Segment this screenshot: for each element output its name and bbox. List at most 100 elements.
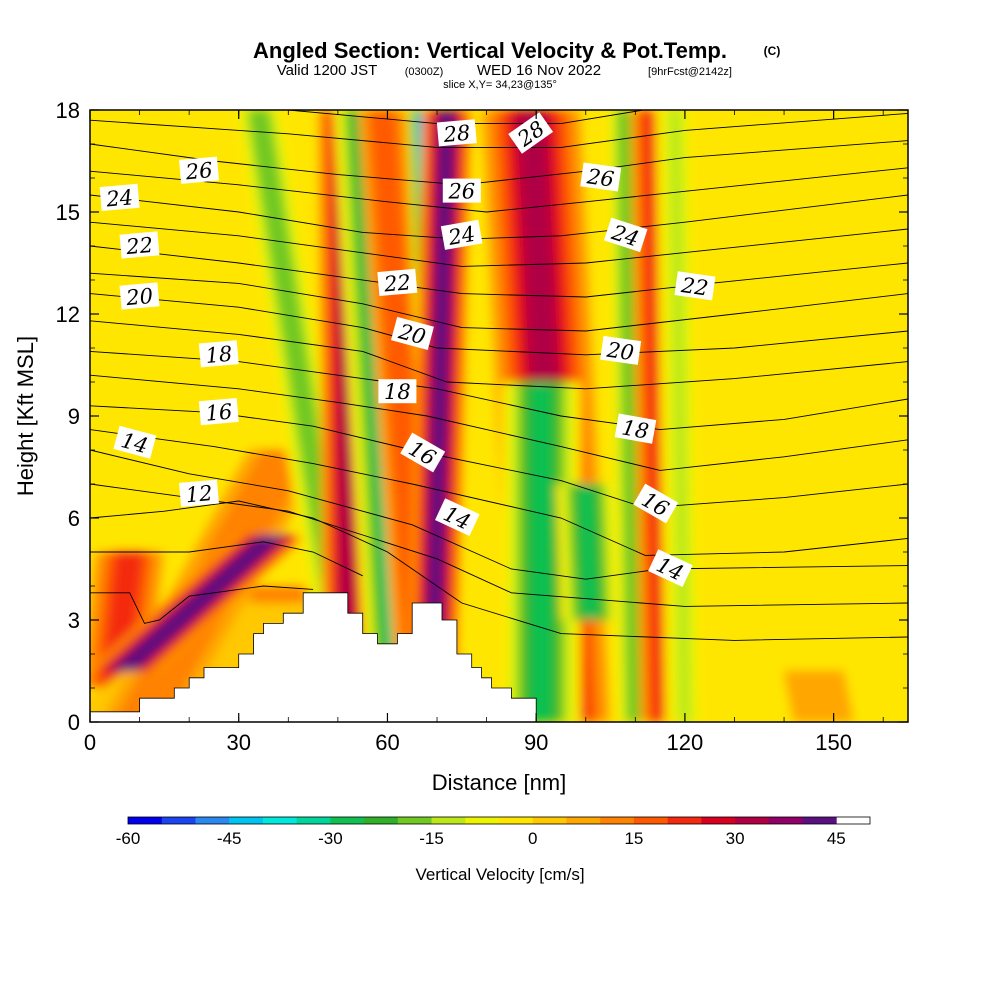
- contour-label-box: [179, 156, 219, 184]
- y-axis-label: Height [Kft MSL]: [13, 336, 38, 496]
- contour-label-box: [508, 112, 554, 154]
- contour-label: 26: [179, 156, 219, 184]
- contour-label: 22: [674, 271, 716, 301]
- contour-label-box: [436, 119, 477, 147]
- contour-label-box: [179, 479, 219, 507]
- theta-contour-line: [90, 112, 908, 148]
- x-tick-label: 60: [375, 730, 399, 755]
- y-axis: 0 3 6 9 12 15 18: [56, 98, 908, 735]
- theta-contour-line: [90, 167, 908, 213]
- velocity-cell: [407, 110, 472, 722]
- contour-label-text: 26: [447, 180, 475, 204]
- y-tick-label: 15: [56, 200, 80, 225]
- colorbar-swatch: [802, 817, 837, 824]
- contour-label-text: 28: [442, 121, 472, 147]
- terrain: [90, 592, 537, 722]
- velocity-band: [803, 671, 834, 722]
- contour-label-text: 18: [384, 380, 411, 404]
- theta-contour-line: [90, 272, 908, 332]
- colorbar-tick-label: 30: [726, 829, 745, 848]
- x-tick-label: 150: [815, 730, 852, 755]
- y-tick-label: 12: [56, 302, 80, 327]
- contour-label-box: [633, 483, 679, 524]
- contour-label: 28: [436, 119, 477, 147]
- y-tick-label: 3: [68, 608, 80, 633]
- colorbar-swatch: [161, 817, 196, 824]
- contour-label-box: [435, 498, 480, 536]
- colorbar-frame: [127, 816, 871, 825]
- contour-label-box: [442, 178, 481, 203]
- contour-label: 20: [600, 335, 642, 365]
- x-axis: 0 30 60 90 120 150: [84, 110, 884, 755]
- colorbar-swatch: [667, 817, 702, 824]
- chart-title-mark: (C): [764, 44, 781, 58]
- y-tick-label: 9: [68, 404, 80, 429]
- colorbar-tick-label: -45: [217, 829, 242, 848]
- colorbar-tick-label: -60: [116, 829, 141, 848]
- x-tick-label: 0: [84, 730, 96, 755]
- x-tick-label: 90: [524, 730, 548, 755]
- contour-label-box: [119, 231, 160, 259]
- contour-label: 24: [440, 219, 483, 250]
- contour-label-box: [377, 268, 418, 297]
- contour-label-text: 24: [104, 185, 134, 211]
- theta-contour-line: [90, 374, 908, 471]
- contour-label-box: [648, 549, 693, 587]
- contour-label-box: [198, 397, 239, 426]
- contour-label: 18: [198, 340, 239, 368]
- x-tick-label: 120: [667, 730, 704, 755]
- theta-contour-line: [90, 221, 908, 267]
- colorbar-swatch: [431, 817, 466, 824]
- colorbar-swatch: [229, 817, 264, 824]
- contour-label-box: [391, 316, 434, 350]
- contour-label-box: [674, 271, 716, 301]
- contour-label-box: [99, 183, 140, 212]
- velocity-cell: [556, 484, 621, 620]
- colorbar-swatch: [566, 817, 601, 824]
- chart-title-text: Angled Section: Vertical Velocity & Pot.…: [253, 38, 727, 63]
- colorbar-swatch: [633, 817, 669, 824]
- contour-label-box: [600, 335, 642, 365]
- contour-label: 20: [119, 282, 160, 310]
- contour-label-text: 26: [184, 158, 214, 184]
- contour-label: 22: [119, 231, 160, 259]
- contour-label-text: 12: [185, 481, 214, 507]
- contour-label: 22: [377, 268, 418, 297]
- colorbar-swatch: [735, 817, 770, 824]
- subtitle-date: WED 16 Nov 2022: [477, 62, 601, 79]
- contour-label-text: 18: [620, 415, 650, 443]
- velocity-cell: [90, 535, 309, 671]
- contour-label-text: 24: [446, 222, 477, 250]
- subtitle-utc: (0300Z): [405, 66, 444, 78]
- contour-label: 12: [179, 479, 219, 507]
- theta-contour-line: [283, 110, 647, 125]
- theta-contour-line: [90, 350, 908, 431]
- chart-title: Angled Section: Vertical Velocity & Pot.…: [253, 38, 780, 63]
- colorbar-tick-label: 45: [827, 829, 846, 848]
- colorbar-swatch: [128, 817, 163, 824]
- colorbar-tick-label: -15: [419, 829, 444, 848]
- theta-contour-line: [90, 585, 314, 624]
- contour-label-box: [614, 413, 657, 444]
- colorbar-tick-label: 15: [624, 829, 643, 848]
- contour-label-box: [198, 340, 239, 368]
- colorbar-swatch: [364, 817, 399, 824]
- x-axis-label: Distance [nm]: [432, 770, 567, 795]
- contour-label-box: [400, 432, 446, 473]
- contour-label-text: 26: [585, 164, 616, 192]
- y-tick-label: 6: [68, 506, 80, 531]
- theta-contour-line: [90, 541, 363, 577]
- colorbar-tick-label: -30: [318, 829, 343, 848]
- contour-label-box: [440, 219, 483, 250]
- contour-label-text: 18: [205, 342, 234, 368]
- contour-label: 26: [442, 178, 481, 204]
- colorbar-swatch: [296, 817, 331, 824]
- contour-label-text: 22: [382, 270, 412, 296]
- theta-contour-line: [90, 429, 908, 556]
- velocity-band: [429, 110, 450, 722]
- velocity-band: [535, 382, 547, 722]
- theta-contour-line: [90, 293, 908, 356]
- contour-label: 14: [113, 425, 157, 459]
- contour-label: 26: [580, 162, 622, 192]
